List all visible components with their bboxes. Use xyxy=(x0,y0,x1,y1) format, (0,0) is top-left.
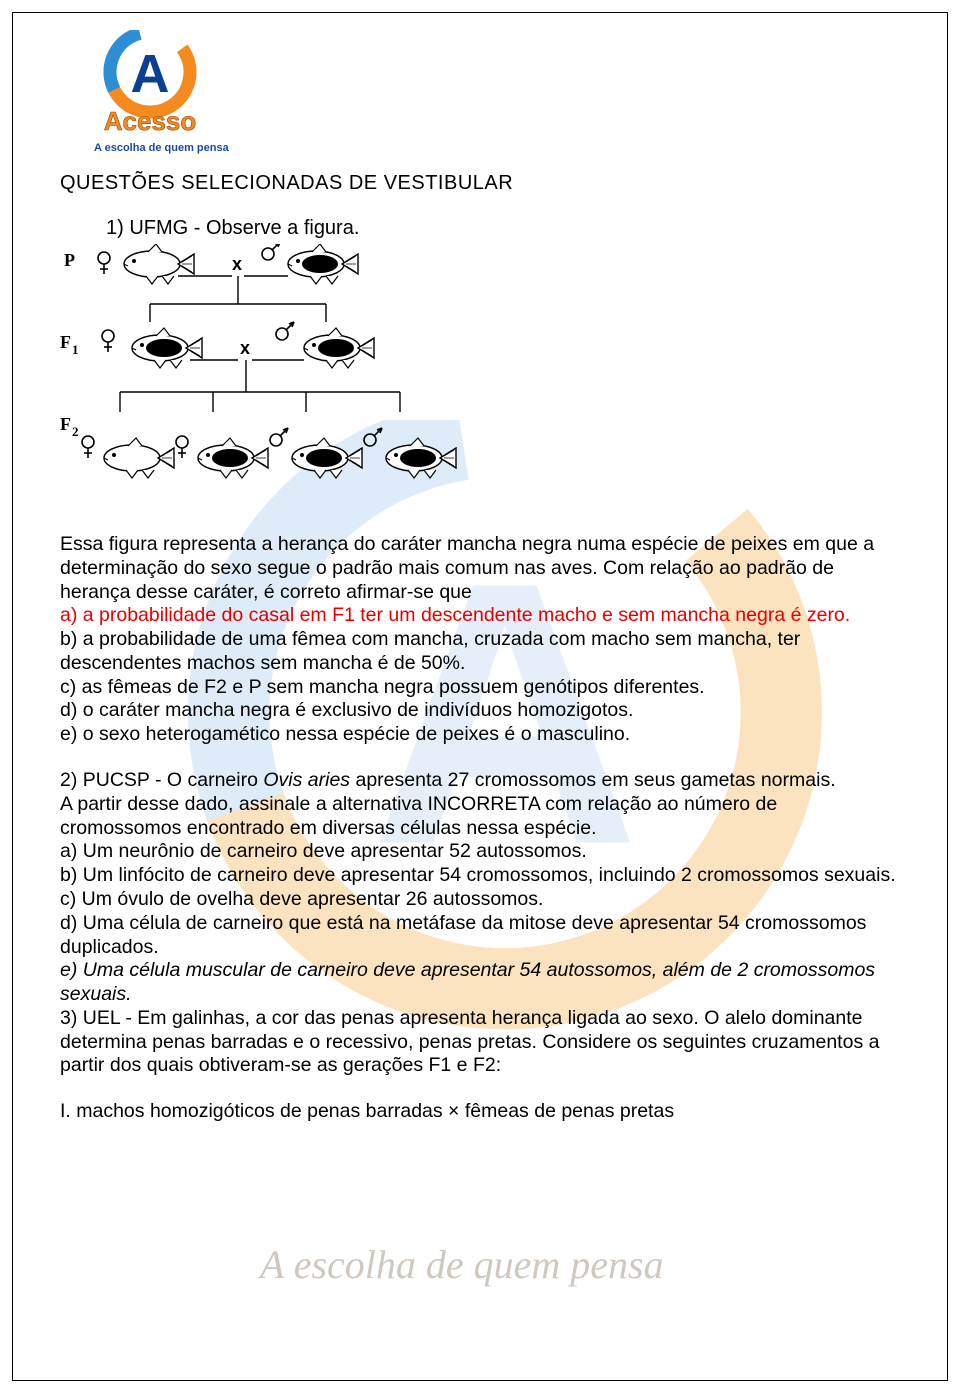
q1-intro: Essa figura representa a herança do cará… xyxy=(60,533,900,604)
q1-header: 1) UFMG - Observe a figura. xyxy=(106,217,900,240)
svg-text:1: 1 xyxy=(72,342,79,357)
q2-header: 2) PUCSP - O carneiro Ovis aries apresen… xyxy=(60,769,900,793)
page-title: QUESTÕES SELECIONADAS DE VESTIBULAR xyxy=(60,172,900,195)
q1-option-b: b) a probabilidade de uma fêmea com manc… xyxy=(60,628,900,676)
q2-line2: A partir desse dado, assinale a alternat… xyxy=(60,793,900,841)
svg-text:x: x xyxy=(232,254,242,274)
brand-logo: A Acesso A escolha de quem pensa xyxy=(90,30,900,154)
brand-tagline: A escolha de quem pensa xyxy=(94,142,900,154)
q1-option-d: d) o caráter mancha negra é exclusivo de… xyxy=(60,699,900,723)
q2-header-em: Ovis aries xyxy=(263,769,350,791)
svg-text:P: P xyxy=(64,250,75,270)
watermark-tagline: A escolha de quem pensa xyxy=(260,1241,664,1288)
q1-diagram: P x F 1 x xyxy=(60,244,900,509)
svg-text:2: 2 xyxy=(72,424,79,439)
svg-text:F: F xyxy=(60,332,71,352)
q2-option-b: b) Um linfócito de carneiro deve apresen… xyxy=(60,864,900,888)
q1-option-c: c) as fêmeas de F2 e P sem mancha negra … xyxy=(60,676,900,700)
q2-option-c: c) Um óvulo de ovelha deve apresentar 26… xyxy=(60,888,900,912)
svg-text:A: A xyxy=(131,44,170,104)
q1-option-a: a) a probabilidade do casal em F1 ter um… xyxy=(60,604,900,628)
q3-item-1: I. machos homozigóticos de penas barrada… xyxy=(60,1100,900,1124)
q2-option-d: d) Uma célula de carneiro que está na me… xyxy=(60,912,900,960)
q1-option-e: e) o sexo heterogamético nessa espécie d… xyxy=(60,723,900,747)
svg-text:Acesso: Acesso xyxy=(104,106,197,136)
svg-text:F: F xyxy=(60,414,71,434)
q2-option-a: a) Um neurônio de carneiro deve apresent… xyxy=(60,840,900,864)
q3-header: 3) UEL - Em galinhas, a cor das penas ap… xyxy=(60,1007,900,1078)
q2-header-pre: 2) PUCSP - O carneiro xyxy=(60,769,263,791)
svg-text:x: x xyxy=(240,338,250,358)
q2-option-e: e) Uma célula muscular de carneiro deve … xyxy=(60,959,900,1007)
q2-header-post: apresenta 27 cromossomos em seus gametas… xyxy=(350,769,836,791)
